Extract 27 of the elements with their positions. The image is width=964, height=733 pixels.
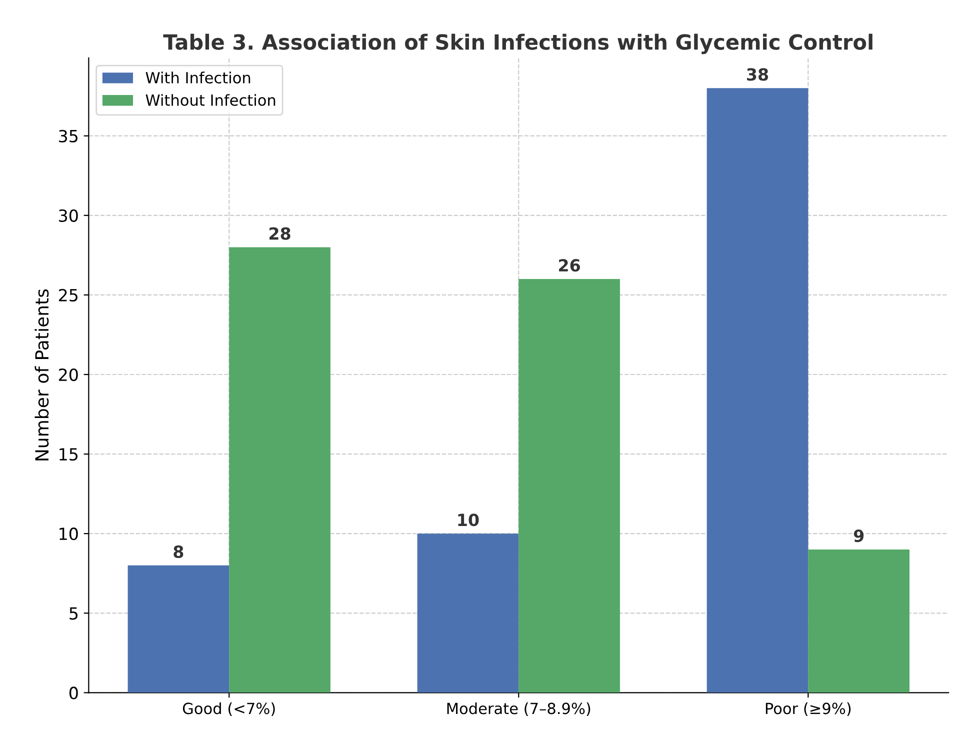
- y-tick-label: 30: [59, 209, 78, 222]
- bar: [128, 565, 230, 693]
- data-label: 10: [458, 514, 479, 526]
- data-label: 38: [747, 68, 768, 81]
- y-tick-label: 0: [69, 686, 78, 700]
- y-tick-label: 35: [59, 130, 78, 142]
- y-tick-label: 20: [58, 368, 78, 382]
- bar: [808, 550, 910, 693]
- bar: [518, 279, 620, 693]
- y-tick-label: 25: [58, 288, 78, 302]
- data-label: 8: [174, 545, 184, 558]
- y-tick-label: 15: [60, 448, 78, 461]
- y-axis-title: Number of Patients: [34, 289, 49, 460]
- bar: [706, 88, 808, 693]
- legend-label: Without Infection: [146, 94, 276, 106]
- data-label: 9: [854, 530, 864, 542]
- bar: [417, 534, 519, 693]
- data-label: 26: [559, 259, 580, 272]
- y-tick-label: 10: [60, 528, 78, 540]
- x-tick-label: Good (<7%): [182, 702, 275, 716]
- x-tick-label: Moderate (7–8.9%): [447, 702, 590, 716]
- chart-title: Table 3. Association of Skin Infections with Glycemic Control: [163, 34, 872, 54]
- legend-label: With Infection: [146, 72, 250, 84]
- y-tick-label: 5: [70, 607, 78, 620]
- x-tick-label: Poor (≥9%): [766, 702, 851, 716]
- data-label: 28: [269, 227, 290, 240]
- bar: [229, 247, 330, 693]
